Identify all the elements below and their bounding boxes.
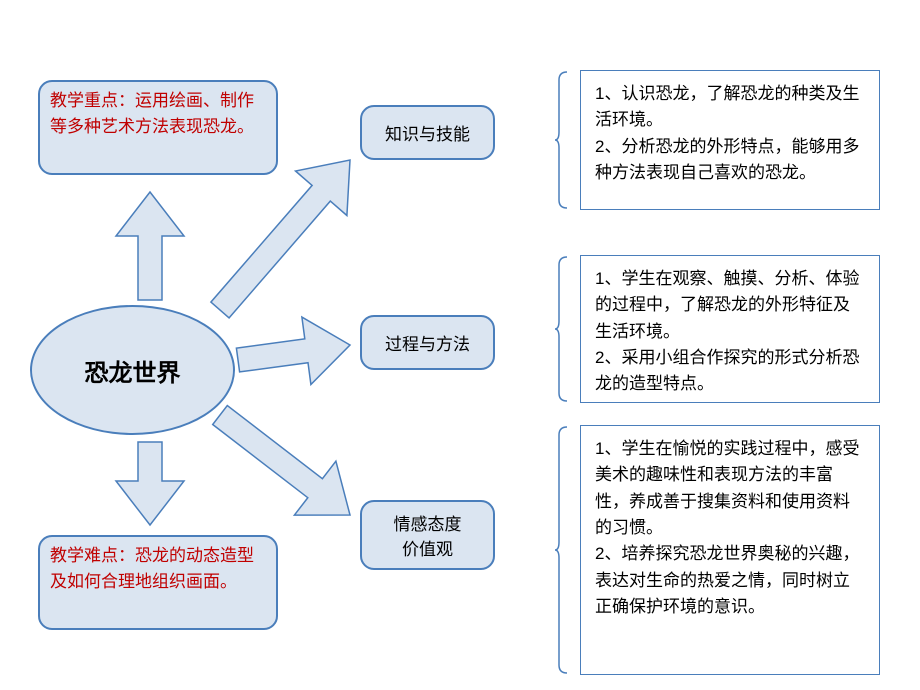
knowledge-skill-node: 知识与技能 — [360, 105, 495, 160]
teaching-difficulty-box: 教学难点：恐龙的动态造型及如何合理地组织画面。 — [38, 535, 278, 630]
arrow-up — [116, 192, 184, 300]
teaching-difficulty-label: 教学难点： — [50, 546, 135, 565]
bracket-emotion_detail — [555, 427, 567, 673]
process-detail-box: 1、学生在观察、触摸、分析、体验的过程中，了解恐龙的外形特征及生活环境。 2、采… — [580, 255, 880, 403]
arrow-to_p — [236, 317, 350, 384]
process-method-node: 过程与方法 — [360, 315, 495, 370]
emotion-detail-text: 1、学生在愉悦的实践过程中，感受美术的趣味性和表现方法的丰富性，养成善于搜集资料… — [595, 439, 859, 616]
knowledge-detail-text: 1、认识恐龙，了解恐龙的种类及生活环境。 2、分析恐龙的外形特点，能够用多种方法… — [595, 84, 859, 182]
arrow-down — [116, 442, 184, 525]
arrow-to_k — [211, 160, 350, 318]
process-method-label: 过程与方法 — [385, 330, 470, 355]
knowledge-skill-label: 知识与技能 — [385, 120, 470, 145]
center-node-text: 恐龙世界 — [85, 353, 181, 388]
emotion-detail-box: 1、学生在愉悦的实践过程中，感受美术的趣味性和表现方法的丰富性，养成善于搜集资料… — [580, 425, 880, 675]
bracket-process_detail — [555, 257, 567, 401]
process-detail-text: 1、学生在观察、触摸、分析、体验的过程中，了解恐龙的外形特征及生活环境。 2、采… — [595, 269, 859, 393]
bracket-knowledge_detail — [555, 72, 567, 208]
arrow-to_e — [213, 406, 350, 516]
emotion-values-node: 情感态度 价值观 — [360, 500, 495, 570]
knowledge-detail-box: 1、认识恐龙，了解恐龙的种类及生活环境。 2、分析恐龙的外形特点，能够用多种方法… — [580, 70, 880, 210]
emotion-values-label: 情感态度 价值观 — [394, 510, 462, 560]
teaching-focus-label: 教学重点： — [50, 91, 135, 110]
center-node: 恐龙世界 — [30, 305, 235, 435]
teaching-focus-box: 教学重点：运用绘画、制作等多种艺术方法表现恐龙。 — [38, 80, 278, 175]
